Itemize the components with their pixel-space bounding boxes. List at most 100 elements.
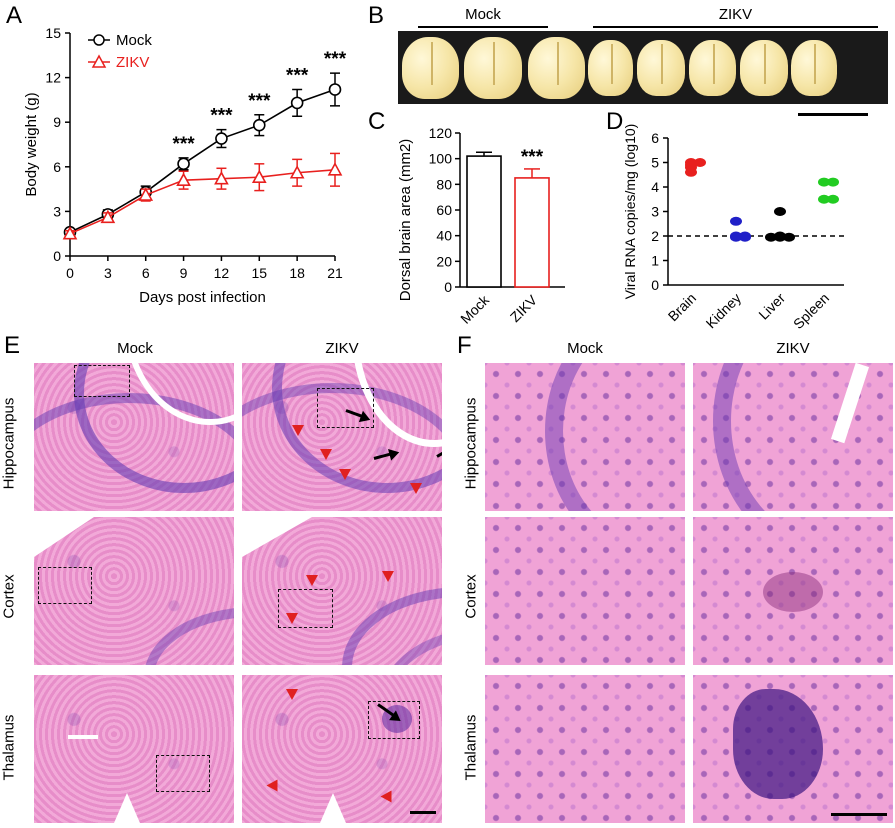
data-point-kidney: [739, 231, 751, 241]
panel-label-c: C: [368, 108, 386, 135]
data-point-spleen: [827, 194, 839, 204]
significance-stars: ***: [248, 91, 271, 112]
panel-e-col-mock: Mock: [117, 340, 153, 357]
y-tick-label: 60: [436, 202, 452, 218]
x-tick-label: 18: [289, 265, 305, 281]
e-hippo-mock-inset-box: [74, 365, 130, 397]
y-tick-label: 0: [651, 277, 659, 293]
series-line-mock: [69, 88, 336, 233]
zikv-group-label: ZIKV: [718, 6, 753, 23]
series-line-zikv: [69, 168, 336, 235]
y-tick-label: 3: [53, 203, 61, 219]
y-axis-label: Dorsal brain area (mm2): [397, 139, 414, 302]
panel-e-scale-bar: [410, 811, 436, 814]
panel-e: Mock ZIKV Hippocampus Cortex Thalamus: [0, 335, 460, 828]
panel-e-col-zikv: ZIKV: [325, 340, 359, 357]
y-tick-label: 2: [651, 228, 659, 244]
brain-zikv-3: [689, 40, 736, 96]
bar-mock: [466, 155, 502, 288]
data-point-spleen: [818, 194, 830, 204]
y-tick-label: 40: [436, 228, 452, 244]
brain-zikv-1: [588, 40, 633, 96]
significance-stars: ***: [324, 49, 347, 70]
brain-zikv-5: [791, 40, 837, 96]
data-point-mock: [328, 83, 342, 96]
x-tick-label: 21: [327, 265, 343, 281]
y-axis-label: Viral RNA copies/mg (log10): [622, 124, 638, 300]
e-cortex-zikv: [242, 517, 442, 665]
f-thalamus-mock: [485, 675, 685, 823]
panel-f: Mock ZIKV Hippocampus Cortex Thalamus: [455, 335, 895, 828]
f-cortex-mock: [485, 517, 685, 665]
y-tick-label: 80: [436, 176, 452, 192]
data-point-mock: [177, 157, 190, 171]
y-tick-label: 100: [429, 151, 453, 167]
f-hippocampus-zikv: [693, 363, 893, 511]
y-tick-label: 0: [53, 248, 61, 264]
data-point-zikv: [289, 165, 305, 179]
y-tick-label: 5: [651, 155, 659, 171]
x-tick-label: Mock: [457, 291, 493, 327]
red-arrowhead: [339, 469, 351, 480]
x-axis-label: Days post infection: [139, 289, 266, 306]
brain-mock-1: [402, 37, 459, 99]
y-tick-label: 0: [444, 279, 452, 295]
panel-f-col-mock: Mock: [567, 340, 603, 357]
mock-group-line: [418, 26, 548, 28]
e-hippo-zikv-inset-box: [317, 388, 374, 428]
brain-area-chart: 0 20 40 60 80 100 120 Dorsal brain area (mm2) Mo…: [397, 125, 565, 327]
f-thalamus-zikv: [693, 675, 893, 823]
red-arrowhead: [266, 779, 278, 792]
brain-zikv-2: [637, 40, 685, 96]
red-arrowhead: [306, 575, 318, 586]
panel-label-d: D: [606, 108, 624, 135]
panel-label-a: A: [6, 2, 23, 29]
y-tick-label: 6: [53, 159, 61, 175]
panel-f-col-zikv: ZIKV: [776, 340, 810, 357]
y-tick-label: 15: [45, 25, 61, 41]
legend-label-zikv: ZIKV: [116, 54, 149, 71]
data-point-spleen: [827, 177, 839, 187]
brain-zikv-4: [740, 40, 788, 96]
data-point-mock: [252, 118, 266, 132]
panel-b-brains: Mock ZIKV: [398, 0, 888, 130]
e-thalamus-zikv-inset-box: [368, 701, 420, 739]
panel-b-scale-bar: [798, 113, 868, 116]
data-point-liver: [765, 232, 777, 242]
y-tick-label: 4: [651, 179, 659, 195]
data-point-spleen: [818, 177, 830, 187]
data-point-mock: [215, 132, 228, 145]
brain-mock-2: [464, 37, 522, 99]
e-thalamus-mock: [34, 675, 234, 823]
data-point-zikv: [100, 209, 116, 224]
significance-stars: ***: [210, 106, 233, 127]
e-hippocampus-zikv: [242, 363, 442, 511]
panel-f-row-cortex: Cortex: [462, 574, 480, 619]
data-point-zikv: [176, 172, 191, 186]
y-tick-label: 3: [651, 204, 659, 220]
red-arrowhead: [320, 449, 332, 460]
legend-marker-mock: [93, 34, 105, 46]
panel-f-row-thalamus: Thalamus: [462, 714, 480, 781]
significance-stars: ***: [286, 65, 309, 86]
bar-zikv: [514, 177, 550, 288]
e-thalamus-mock-inset-box: [156, 755, 210, 792]
x-tick-label: Brain: [665, 290, 699, 324]
panel-f-scale-bar: [831, 813, 887, 816]
panel-f-row-hippocampus: Hippocampus: [462, 397, 480, 490]
red-arrowhead: [286, 689, 298, 700]
y-tick-label: 9: [53, 114, 61, 130]
red-arrowhead: [410, 483, 422, 494]
data-point-liver: [774, 207, 786, 216]
y-tick-label: 120: [429, 125, 453, 141]
data-point-liver: [774, 231, 786, 241]
data-point-brain: [694, 158, 706, 167]
viral-rna-chart: 0 1 2 3 4 5 6 Viral RNA copies/mg (log10) Brain K…: [622, 124, 844, 332]
panel-e-row-thalamus: Thalamus: [0, 714, 18, 781]
e-cortex-mock-inset-box: [38, 567, 92, 604]
y-tick-label: 1: [651, 253, 659, 269]
data-point-mock: [290, 96, 304, 110]
data-point-brain: [685, 158, 697, 167]
data-point-zikv: [62, 226, 78, 240]
red-arrowhead: [286, 613, 298, 624]
